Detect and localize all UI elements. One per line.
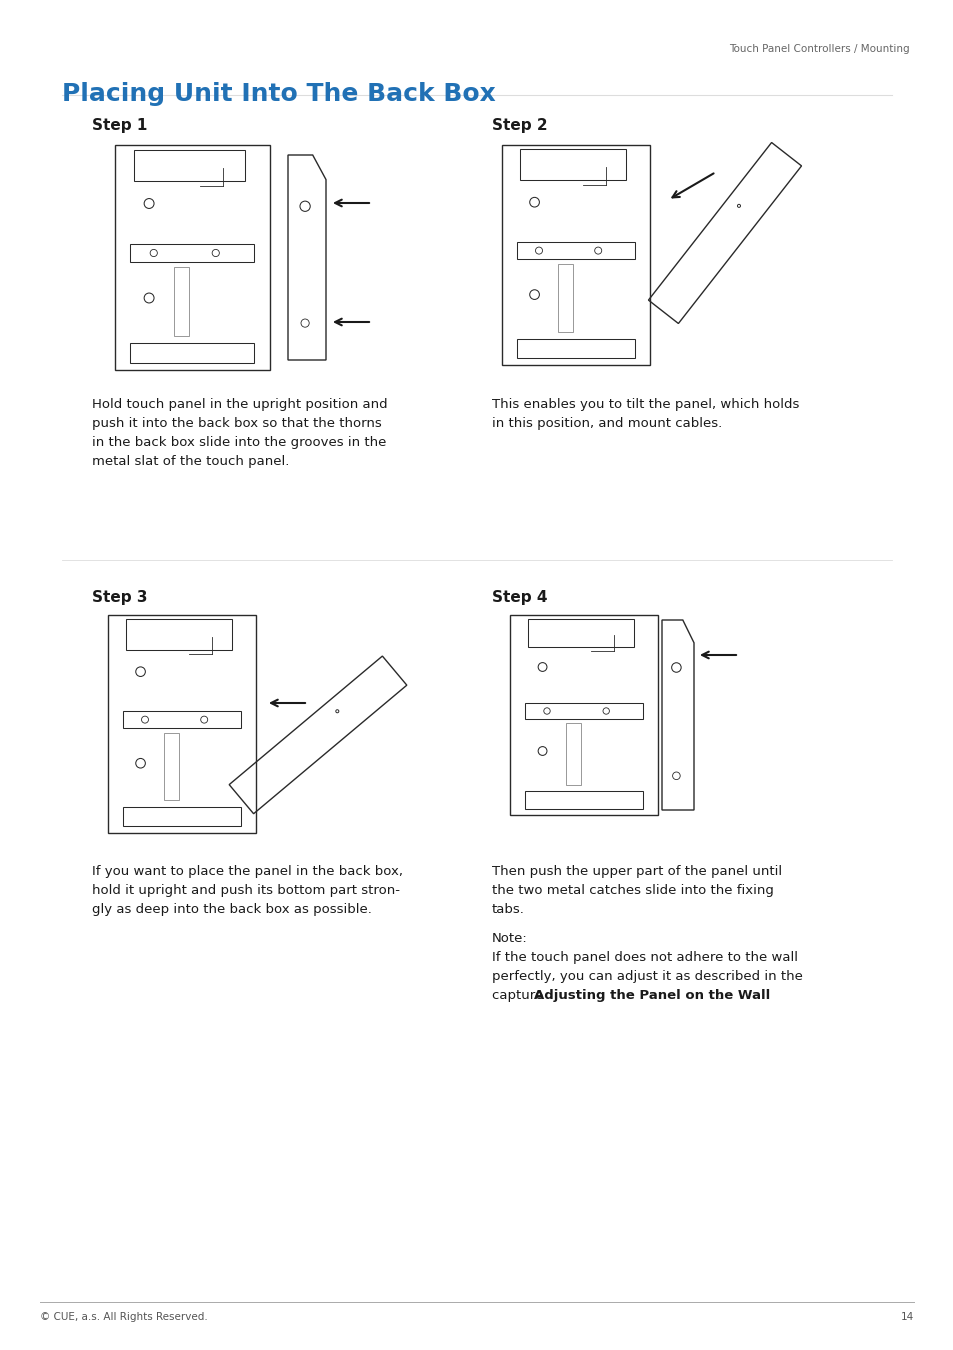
Bar (558, 263, 573, 332)
Text: perfectly, you can adjust it as described in the: perfectly, you can adjust it as describe… (492, 971, 802, 983)
Bar (131, 244, 254, 262)
Text: Adjusting the Panel on the Wall: Adjusting the Panel on the Wall (534, 990, 770, 1002)
Text: gly as deep into the back box as possible.: gly as deep into the back box as possibl… (91, 903, 372, 917)
Text: This enables you to tilt the panel, which holds: This enables you to tilt the panel, whic… (492, 398, 799, 410)
Text: Step 2: Step 2 (492, 117, 547, 134)
Bar (108, 616, 255, 833)
Bar (517, 339, 635, 358)
Bar (566, 724, 580, 784)
Bar (524, 703, 642, 720)
Text: If the touch panel does not adhere to the wall: If the touch panel does not adhere to th… (492, 950, 797, 964)
Text: .: . (717, 990, 720, 1002)
Text: in this position, and mount cables.: in this position, and mount cables. (492, 417, 721, 431)
Text: push it into the back box so that the thorns: push it into the back box so that the th… (91, 417, 381, 431)
Bar (501, 144, 649, 364)
Bar (123, 711, 241, 729)
Text: metal slat of the touch panel.: metal slat of the touch panel. (91, 455, 289, 468)
Text: the two metal catches slide into the fixing: the two metal catches slide into the fix… (492, 884, 773, 896)
Text: Then push the upper part of the panel until: Then push the upper part of the panel un… (492, 865, 781, 878)
Bar (164, 733, 179, 801)
Bar (115, 144, 270, 370)
Text: Hold touch panel in the upright position and: Hold touch panel in the upright position… (91, 398, 387, 410)
Text: Note:: Note: (492, 931, 527, 945)
Bar (123, 807, 241, 826)
Text: 14: 14 (900, 1312, 913, 1322)
Text: Step 3: Step 3 (91, 590, 148, 605)
Text: in the back box slide into the grooves in the: in the back box slide into the grooves i… (91, 436, 386, 450)
Bar (173, 266, 190, 336)
Bar (517, 242, 635, 259)
Text: If you want to place the panel in the back box,: If you want to place the panel in the ba… (91, 865, 402, 878)
Text: Placing Unit Into The Back Box: Placing Unit Into The Back Box (62, 82, 496, 107)
Bar (510, 616, 658, 815)
Text: Step 4: Step 4 (492, 590, 547, 605)
Text: tabs.: tabs. (492, 903, 524, 917)
Bar (524, 791, 642, 809)
Text: hold it upright and push its bottom part stron-: hold it upright and push its bottom part… (91, 884, 399, 896)
Bar (527, 620, 634, 647)
Bar (131, 343, 254, 363)
Bar (133, 150, 245, 181)
Bar (126, 620, 233, 649)
Text: © CUE, a.s. All Rights Reserved.: © CUE, a.s. All Rights Reserved. (40, 1312, 208, 1322)
Text: Touch Panel Controllers / Mounting: Touch Panel Controllers / Mounting (729, 45, 909, 54)
Text: capture: capture (492, 990, 547, 1002)
Text: Step 1: Step 1 (91, 117, 147, 134)
Bar (519, 150, 626, 180)
